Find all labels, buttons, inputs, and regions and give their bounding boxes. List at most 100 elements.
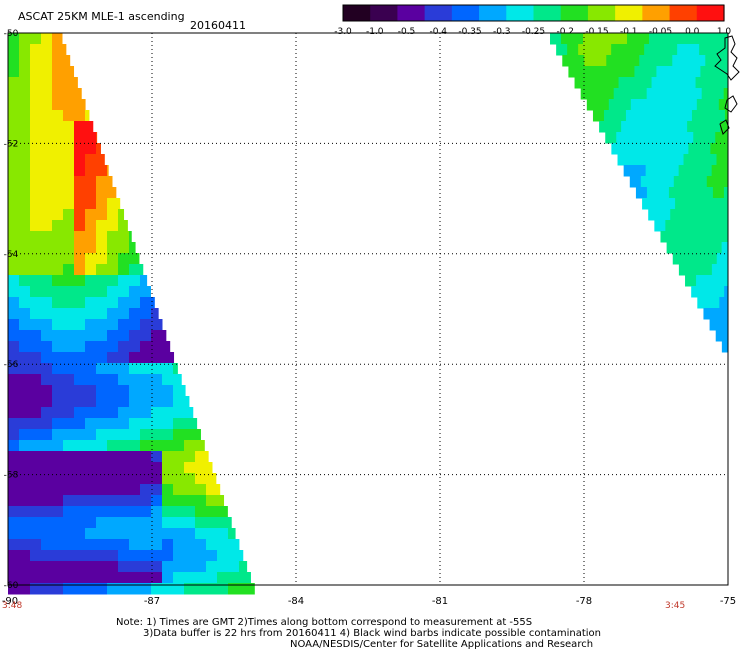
swath-cell <box>96 187 108 199</box>
colorbar-segment <box>397 5 426 21</box>
swath-cell <box>107 418 119 430</box>
colorbar-segment <box>370 5 399 21</box>
swath-cell <box>622 143 634 155</box>
swath-cell <box>30 176 42 188</box>
swath-cell <box>19 473 31 485</box>
colorbar-segment <box>533 5 562 21</box>
swath-cell <box>85 572 97 584</box>
swath-cell <box>694 253 707 265</box>
swath-cell <box>162 385 174 397</box>
swath-cell <box>30 451 42 463</box>
swath-cell <box>52 363 64 375</box>
swath-cell <box>659 209 671 221</box>
swath-cell <box>162 352 174 364</box>
swath-cell <box>702 286 714 298</box>
swath-cell <box>85 429 97 441</box>
swath-cell <box>195 528 207 540</box>
swath-cell <box>96 561 108 573</box>
swath-cell <box>107 198 119 210</box>
swath-cell <box>195 550 207 562</box>
swath-cell <box>63 418 75 430</box>
swath-cell <box>41 451 53 463</box>
swath-cell <box>195 418 198 430</box>
swath-cell <box>41 55 53 67</box>
swath-cell <box>140 352 152 364</box>
swath-cell <box>562 55 574 67</box>
swath-cell <box>129 484 141 496</box>
lat-tick-label: -50 <box>4 29 19 39</box>
swath-cell <box>580 88 593 100</box>
swath-cell <box>691 286 703 298</box>
swath-cell <box>41 198 53 210</box>
swath-cell <box>623 165 636 177</box>
swath-cell <box>658 110 671 122</box>
swath-cell <box>107 385 119 397</box>
swath-cell <box>19 550 31 562</box>
swath-cell <box>708 297 720 309</box>
colorbar: -3.0 -1.0 -0.5 -0.4 -0.35 -0.3 -0.25 -0.2 -0.15 -… <box>334 4 731 37</box>
swath-cell <box>673 176 686 188</box>
swath-cell <box>52 440 64 452</box>
swath-cell <box>63 275 75 287</box>
swath-cell <box>8 418 20 430</box>
swath-cell <box>685 99 698 111</box>
swath-cell <box>30 66 42 78</box>
swath-cell <box>140 506 152 518</box>
swath-cell <box>30 374 42 386</box>
swath-cell <box>151 473 163 485</box>
swath-cell <box>681 209 693 221</box>
swath-cell <box>151 451 163 463</box>
swath-cell <box>52 451 64 463</box>
swath-cell <box>52 396 64 408</box>
swath-cell <box>96 297 108 309</box>
swath-cell <box>85 363 97 375</box>
swath-cell <box>151 429 163 441</box>
swath-cell <box>676 121 688 133</box>
swath-cell <box>718 275 729 287</box>
colorbar-label: -0.25 <box>522 27 545 37</box>
swath-cell <box>586 99 599 111</box>
swath-cell <box>129 330 141 342</box>
swath-cell <box>96 473 108 485</box>
swath-cell <box>129 561 141 573</box>
swath-cell <box>118 242 130 254</box>
swath-cell <box>646 88 659 100</box>
swath-cell <box>41 561 53 573</box>
swath-cell <box>118 198 121 210</box>
swath-cell <box>596 77 609 89</box>
swath-cell <box>63 143 75 155</box>
swath-cell <box>151 319 163 331</box>
swath-cell <box>140 561 152 573</box>
swath-cell <box>616 33 628 45</box>
swath-cell <box>173 517 185 529</box>
swath-cell <box>30 44 42 56</box>
swath-cell <box>654 121 666 133</box>
swath-cell <box>8 495 20 507</box>
swath-cell <box>63 165 75 177</box>
swath-cell <box>162 539 174 551</box>
swath-cell <box>644 44 656 56</box>
swath-cell <box>162 462 174 474</box>
swath-cell <box>19 517 31 529</box>
swath-cell <box>140 297 152 309</box>
swath-cell <box>63 121 75 133</box>
swath-cell <box>636 110 649 122</box>
swath-cell <box>129 418 141 430</box>
swath-cell <box>19 297 31 309</box>
swath-cell <box>656 66 668 78</box>
swath-cell <box>30 484 42 496</box>
swath-cell <box>8 253 20 265</box>
swath-cell <box>107 583 119 595</box>
swath-cell <box>618 77 631 89</box>
swath-cell <box>52 473 64 485</box>
swath-cell <box>85 528 97 540</box>
swath-cell <box>118 319 130 331</box>
swath-cell <box>151 462 163 474</box>
swath-cell <box>107 506 119 518</box>
swath-cell <box>74 572 86 584</box>
swath-cell <box>8 110 20 122</box>
swath-cell <box>96 275 108 287</box>
swath-cell <box>8 550 20 562</box>
swath-cell <box>162 407 174 419</box>
swath-cell <box>63 264 75 276</box>
